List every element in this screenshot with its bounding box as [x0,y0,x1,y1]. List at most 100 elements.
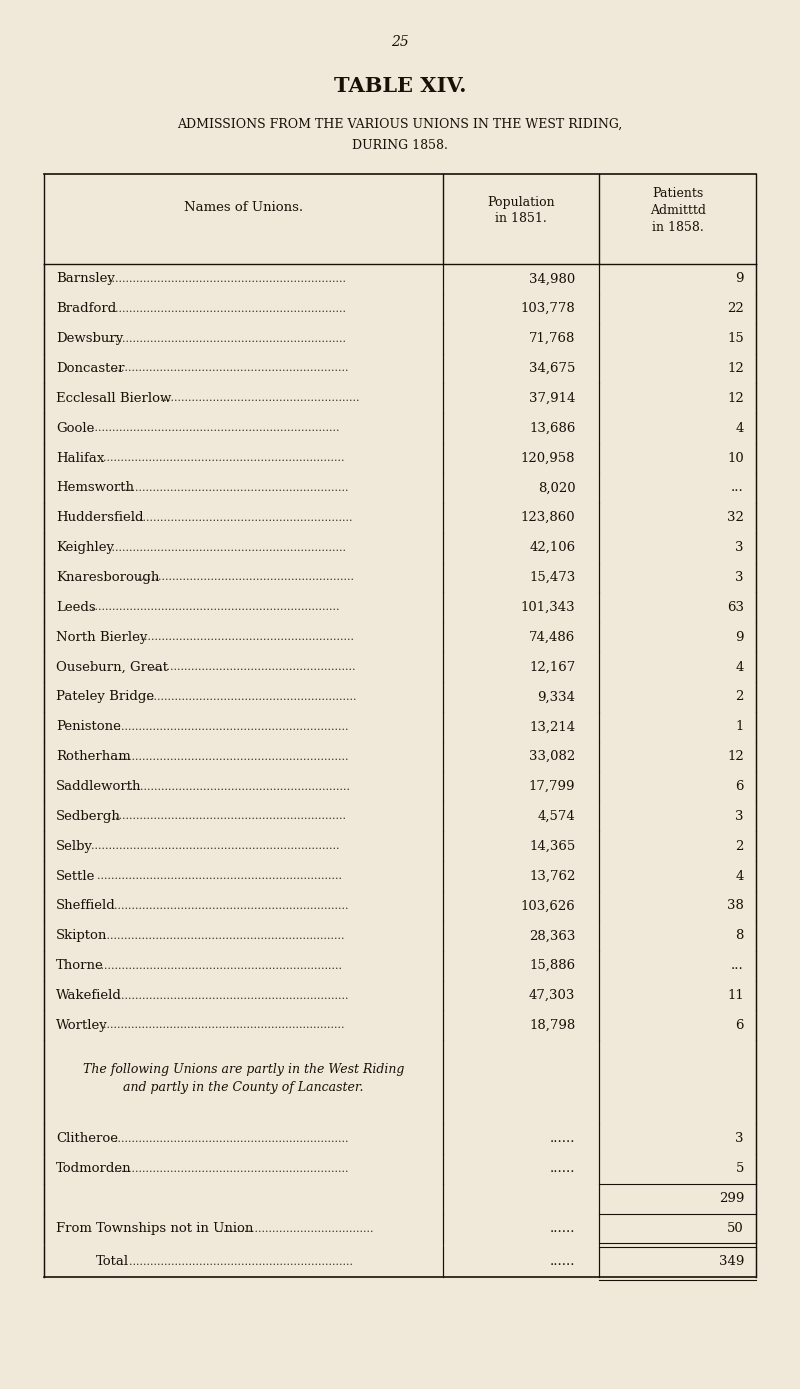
Text: Wortley: Wortley [56,1020,108,1032]
Text: Pateley Bridge: Pateley Bridge [56,690,154,703]
Text: .....................................................................: ........................................… [102,453,344,463]
Text: 12,167: 12,167 [529,661,575,674]
Text: 13,214: 13,214 [530,721,575,733]
Text: Clitheroe: Clitheroe [56,1132,118,1146]
Text: ...................................................................: ........................................… [114,1133,349,1145]
Text: 33,082: 33,082 [529,750,575,763]
Text: Sheffield: Sheffield [56,900,116,913]
Text: 3: 3 [735,542,744,554]
Text: The following Unions are partly in the West Riding: The following Unions are partly in the W… [82,1063,404,1076]
Text: ..............................................................: ........................................… [138,632,354,642]
Text: TABLE XIV.: TABLE XIV. [334,76,466,96]
Text: 8,020: 8,020 [538,482,575,494]
Text: 12: 12 [727,392,744,404]
Text: 15: 15 [727,332,744,344]
Text: Rotherham: Rotherham [56,750,130,763]
Text: DURING 1858.: DURING 1858. [352,139,448,151]
Text: ................................................................: ........................................… [126,782,350,792]
Text: 3: 3 [735,1132,744,1146]
Text: 123,860: 123,860 [521,511,575,524]
Text: ....................................................................: ........................................… [109,333,346,343]
Text: Admitttd: Admitttd [650,204,706,217]
Text: 28,363: 28,363 [529,929,575,942]
Text: Settle: Settle [56,870,95,882]
Text: ......: ...... [550,1163,575,1175]
Text: ................................................................: ........................................… [129,1257,353,1267]
Text: Population: Population [487,196,555,208]
Text: Bradford: Bradford [56,303,116,315]
Text: Halifax: Halifax [56,451,104,464]
Text: 17,799: 17,799 [529,781,575,793]
Text: ...................................................................: ........................................… [114,364,349,374]
Text: Hemsworth: Hemsworth [56,482,134,494]
Text: Dewsbury: Dewsbury [56,332,123,344]
Text: ADMISSIONS FROM THE VARIOUS UNIONS IN THE WEST RIDING,: ADMISSIONS FROM THE VARIOUS UNIONS IN TH… [178,118,622,131]
Text: ..............................................................: ........................................… [138,572,354,582]
Text: ...: ... [731,482,744,494]
Text: Ecclesall Bierlow: Ecclesall Bierlow [56,392,171,404]
Text: 15,473: 15,473 [529,571,575,583]
Text: ...................................................................: ........................................… [114,751,349,761]
Text: 34,675: 34,675 [529,363,575,375]
Text: Knaresborough: Knaresborough [56,571,159,583]
Text: Goole: Goole [56,422,94,435]
Text: 3: 3 [735,571,744,583]
Text: 50: 50 [727,1222,744,1235]
Text: ...................................................................: ........................................… [114,990,349,1000]
Text: .......................................................................: ........................................… [91,842,340,851]
Text: 4,574: 4,574 [538,810,575,822]
Text: ......................................................................: ........................................… [97,871,342,881]
Text: Todmorden: Todmorden [56,1163,132,1175]
Text: 9: 9 [735,272,744,285]
Text: 120,958: 120,958 [521,451,575,464]
Text: in 1858.: in 1858. [652,221,703,233]
Text: ...........................................................: ........................................… [149,663,355,672]
Text: Wakefield: Wakefield [56,989,122,1001]
Text: Leeds: Leeds [56,601,96,614]
Text: ...............................................................: ........................................… [131,513,352,522]
Text: 42,106: 42,106 [530,542,575,554]
Text: Selby: Selby [56,840,93,853]
Text: North Bierley: North Bierley [56,631,147,643]
Text: Doncaster: Doncaster [56,363,125,375]
Text: 101,343: 101,343 [521,601,575,614]
Text: ...................................................................: ........................................… [114,483,349,493]
Text: Names of Unions.: Names of Unions. [184,201,303,214]
Text: Keighley: Keighley [56,542,114,554]
Text: 103,626: 103,626 [521,900,575,913]
Text: Saddleworth: Saddleworth [56,781,142,793]
Text: 4: 4 [736,422,744,435]
Text: and partly in the County of Lancaster.: and partly in the County of Lancaster. [123,1081,364,1095]
Text: .........................................................: ........................................… [160,393,360,403]
Text: 22: 22 [727,303,744,315]
Text: 299: 299 [718,1192,744,1206]
Text: 5: 5 [736,1163,744,1175]
Text: Barnsley: Barnsley [56,272,115,285]
Text: 4: 4 [736,870,744,882]
Text: 38: 38 [727,900,744,913]
Text: Penistone: Penistone [56,721,121,733]
Text: ...................................................................: ........................................… [114,901,349,911]
Text: ......................................................................: ........................................… [97,961,342,971]
Text: .....................................................................: ........................................… [102,931,344,940]
Text: From Townships not in Union: From Townships not in Union [56,1222,254,1235]
Text: ...................................................................: ........................................… [114,722,349,732]
Text: 2: 2 [736,840,744,853]
Text: 10: 10 [727,451,744,464]
Text: ....................................................................: ........................................… [109,274,346,283]
Text: 63: 63 [727,601,744,614]
Text: 12: 12 [727,750,744,763]
Text: Thorne: Thorne [56,960,104,972]
Text: 12: 12 [727,363,744,375]
Text: 14,365: 14,365 [529,840,575,853]
Text: Ouseburn, Great: Ouseburn, Great [56,661,168,674]
Text: Skipton: Skipton [56,929,107,942]
Text: .............................................: ........................................… [216,1224,374,1233]
Text: .............................................................: ........................................… [143,692,357,701]
Text: 6: 6 [735,781,744,793]
Text: Sedbergh: Sedbergh [56,810,121,822]
Text: 18,798: 18,798 [529,1020,575,1032]
Text: 32: 32 [727,511,744,524]
Text: ....................................................................: ........................................… [109,304,346,314]
Text: 6: 6 [735,1020,744,1032]
